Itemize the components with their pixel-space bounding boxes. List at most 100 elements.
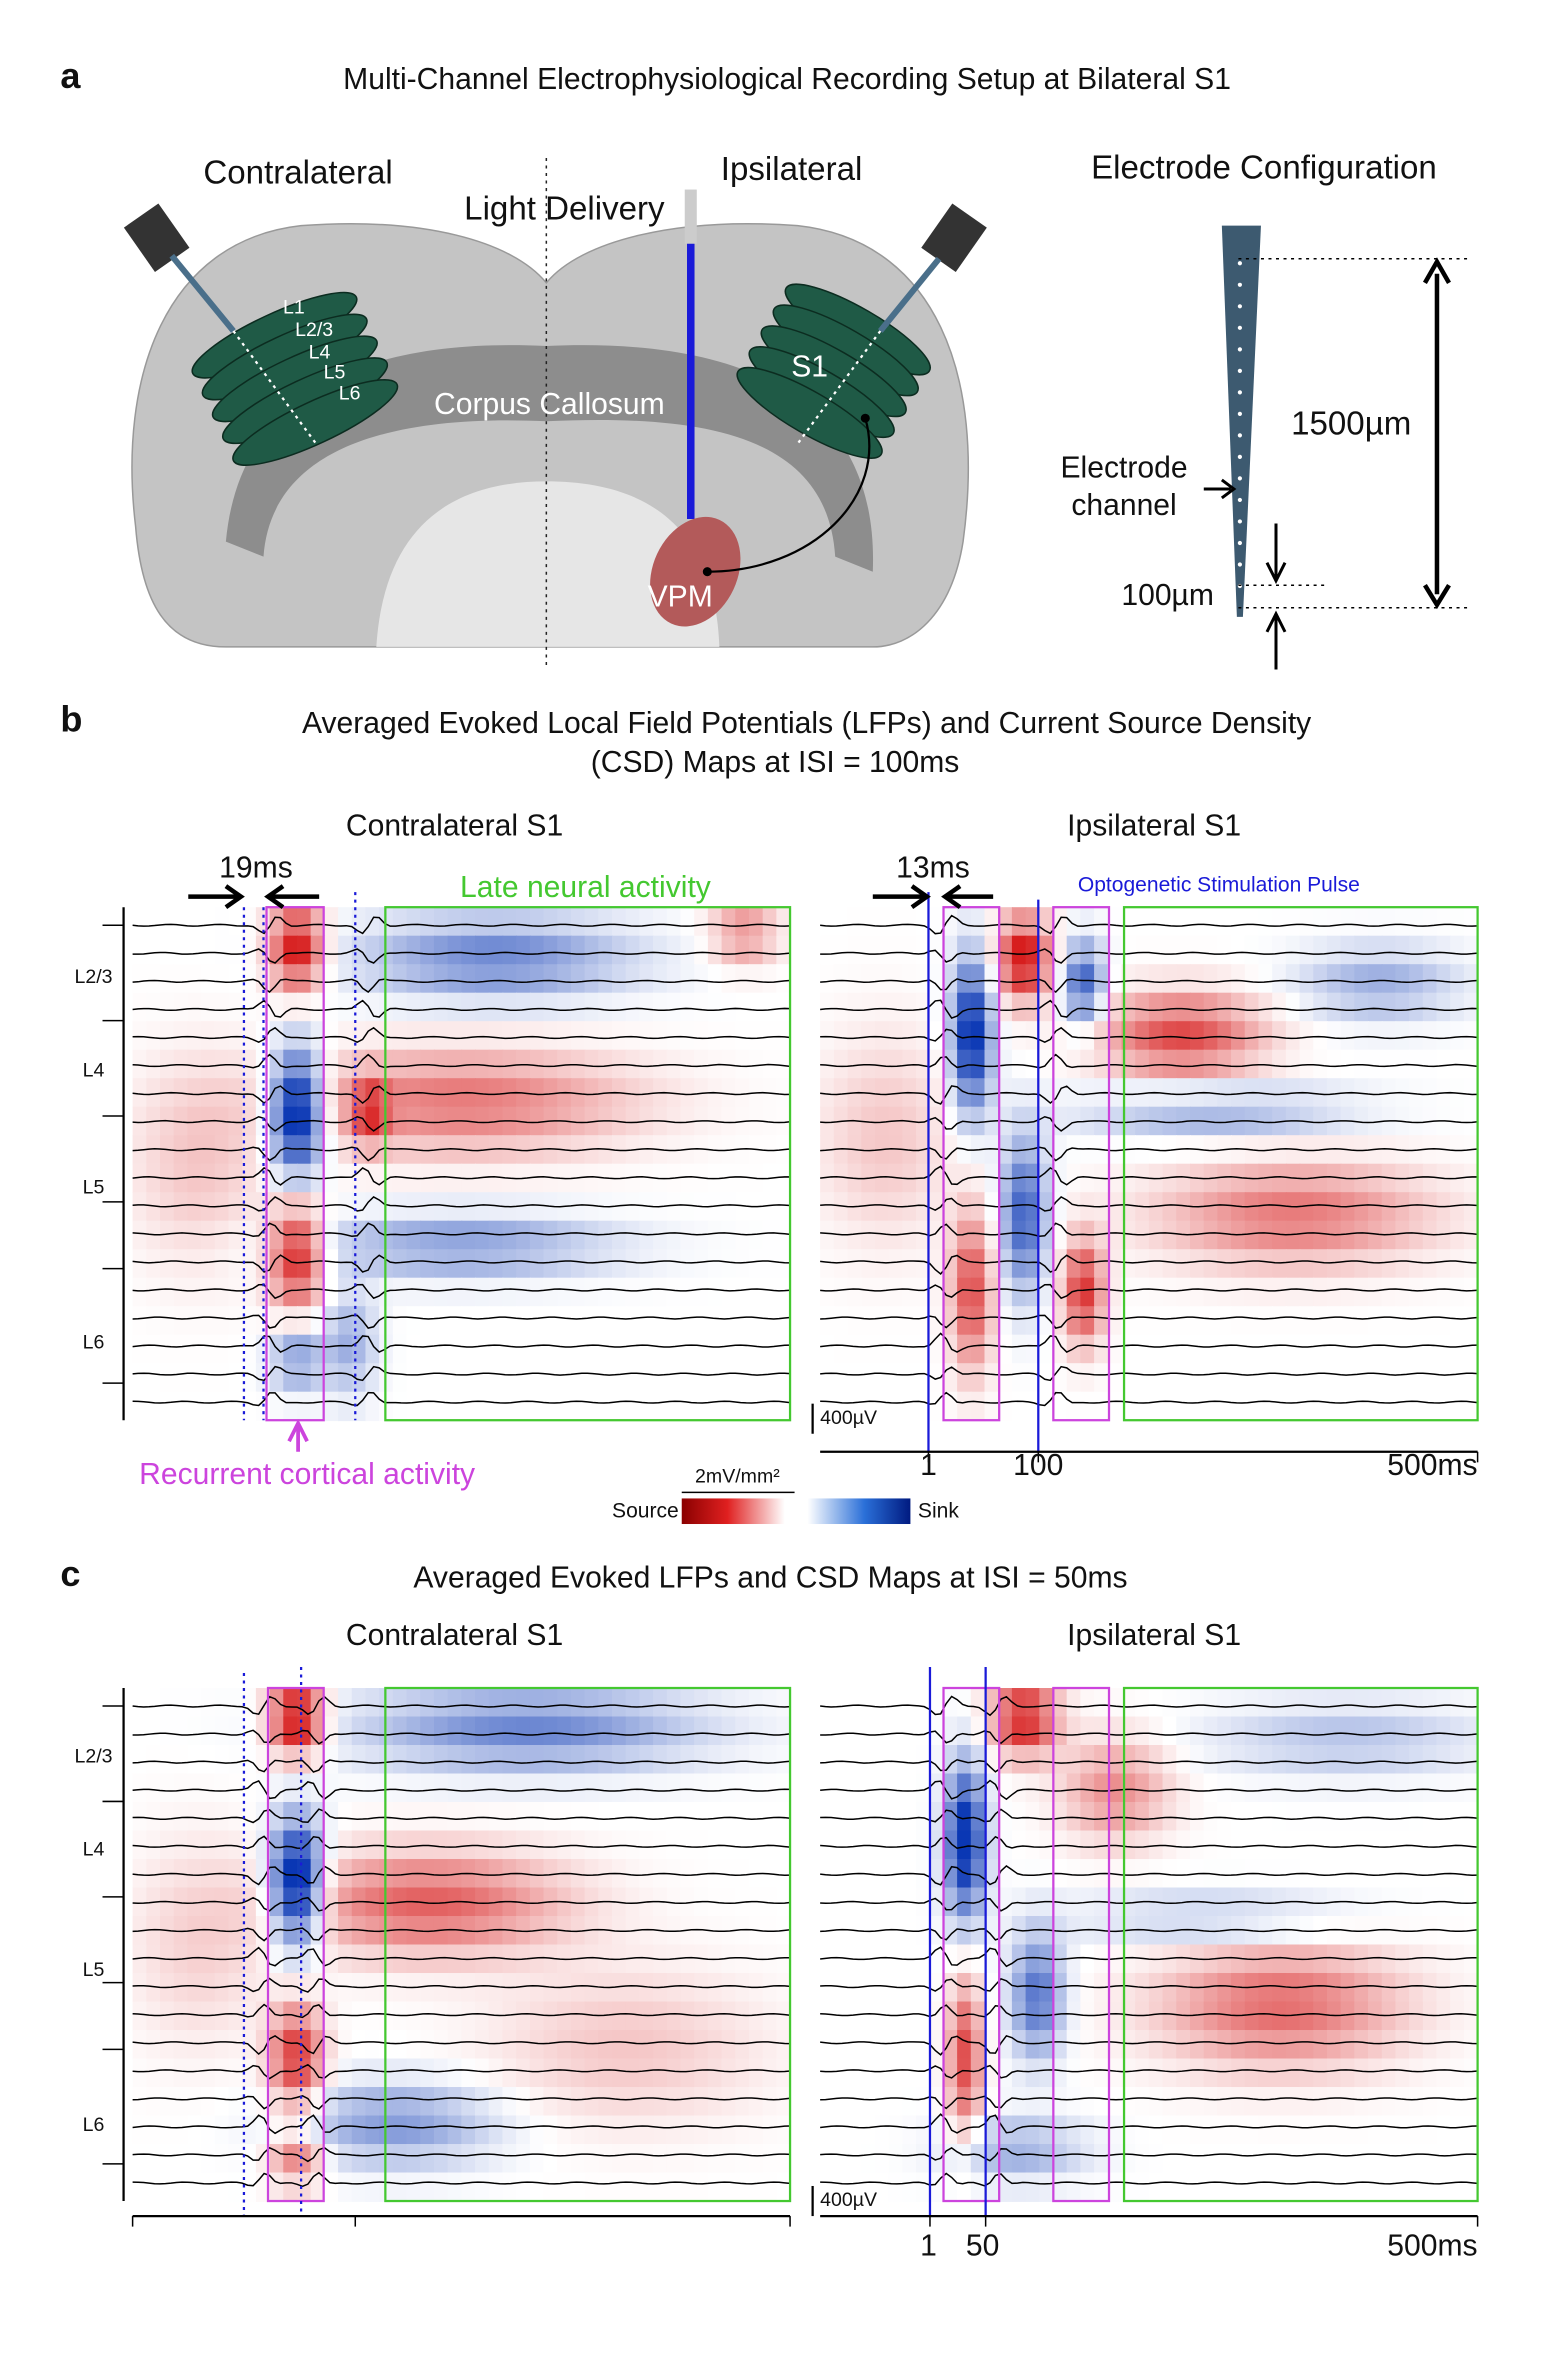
csd-cell — [1244, 1391, 1260, 1422]
lfp-trace — [132, 1365, 791, 1382]
csd-cell — [984, 935, 1000, 966]
csd-cell — [984, 2001, 1000, 2031]
csd-cell — [1368, 1745, 1383, 1775]
csd-cell — [516, 1802, 531, 1832]
csd-cell — [957, 992, 972, 1023]
csd-cell — [861, 2115, 876, 2145]
csd-cell — [1368, 2144, 1383, 2174]
csd-cell — [598, 1688, 613, 1718]
csd-cell — [874, 1391, 890, 1422]
csd-cell — [160, 1773, 175, 1803]
csd-cell — [1148, 907, 1164, 937]
csd-cell — [132, 2001, 148, 2031]
lfp-trace — [132, 1865, 791, 1886]
csd-cell — [488, 935, 504, 966]
csd-cell — [242, 2144, 257, 2174]
csd-cell — [365, 1249, 381, 1279]
csd-cell — [735, 1049, 750, 1080]
csd-cell — [283, 1135, 298, 1165]
csd-cell — [1189, 1716, 1205, 1746]
csd-cell — [516, 2030, 531, 2060]
csd-cell — [228, 1192, 244, 1222]
csd-cell — [653, 1277, 668, 1308]
csd-cell — [957, 964, 972, 994]
csd-cell — [998, 1887, 1013, 1917]
csd-cell — [1409, 2144, 1424, 2174]
lfp-trace — [132, 2171, 791, 2188]
csd-cell — [1189, 2030, 1205, 2060]
csd-cell — [1258, 2144, 1274, 2174]
csd-cell — [1011, 1106, 1027, 1137]
csd-cell — [666, 2144, 682, 2174]
csd-cell — [762, 992, 778, 1023]
csd-cell — [351, 1078, 367, 1108]
csd-cell — [529, 1363, 545, 1393]
csd-cell — [1354, 1363, 1369, 1393]
probe-site — [1237, 476, 1242, 481]
csd-cell — [1176, 2172, 1191, 2202]
csd-cell — [406, 1021, 422, 1051]
csd-cell — [957, 1391, 972, 1422]
csd-cell — [748, 2030, 764, 2060]
csd-cell — [1025, 907, 1041, 937]
csd-cell — [1313, 1830, 1328, 1860]
csd-cell — [570, 1363, 586, 1393]
csd-cell — [874, 1688, 890, 1718]
subtitle: Ipsilateral S1 — [1067, 809, 1241, 842]
csd-cell — [160, 2087, 175, 2117]
panel-label: c — [60, 1553, 80, 1594]
csd-cell — [625, 907, 641, 937]
csd-cell — [132, 2058, 148, 2088]
csd-cell — [1203, 935, 1219, 966]
csd-cell — [433, 1716, 449, 1746]
csd-cell — [1326, 992, 1342, 1023]
csd-cell — [475, 1859, 490, 1889]
csd-cell — [296, 1334, 312, 1365]
csd-cell — [929, 907, 945, 937]
csd-cell — [1107, 1745, 1123, 1775]
csd-cell — [874, 992, 890, 1023]
csd-cell — [748, 1688, 764, 1718]
csd-cell — [1409, 1192, 1424, 1222]
csd-cell — [1039, 2172, 1054, 2202]
csd-cell — [820, 1745, 835, 1775]
csd-cell — [639, 1049, 654, 1080]
dot — [860, 413, 870, 423]
csd-cell — [1231, 1021, 1246, 1051]
csd-cell — [680, 2001, 696, 2031]
csd-cell — [874, 1192, 890, 1222]
csd-cell — [1409, 1277, 1424, 1308]
csd-cell — [762, 1391, 778, 1422]
csd-cell — [296, 1973, 312, 2003]
csd-cell — [1107, 964, 1123, 994]
csd-cell — [201, 1716, 216, 1746]
csd-cell — [653, 2115, 668, 2145]
csd-cell — [433, 1859, 449, 1889]
csd-cell — [1354, 1220, 1369, 1251]
csd-cell — [998, 935, 1013, 966]
csd-cell — [1258, 2058, 1274, 2088]
csd-cell — [132, 1830, 148, 1860]
csd-cell — [1258, 1973, 1274, 2003]
csd-cell — [611, 2001, 627, 2031]
csd-cell — [228, 2030, 244, 2060]
csd-cell — [748, 935, 764, 966]
csd-cell — [392, 2115, 408, 2145]
csd-cell — [874, 1745, 890, 1775]
csd-cell — [338, 907, 353, 937]
csd-cell — [748, 1249, 764, 1279]
csd-cell — [433, 1049, 449, 1080]
csd-cell — [283, 1334, 298, 1365]
lfp-trace — [132, 2063, 791, 2080]
csd-cell — [1011, 2030, 1027, 2060]
csd-cell — [902, 935, 917, 966]
csd-cell — [1313, 1021, 1328, 1051]
csd-cell — [847, 1363, 863, 1393]
csd-cell — [1135, 1916, 1150, 1946]
csd-cell — [1258, 1220, 1274, 1251]
lfp-trace — [820, 1365, 1478, 1382]
csd-cell — [392, 1830, 408, 1860]
csd-cell — [1135, 2058, 1150, 2088]
csd-cell — [351, 1916, 367, 1946]
csd-cell — [598, 1773, 613, 1803]
